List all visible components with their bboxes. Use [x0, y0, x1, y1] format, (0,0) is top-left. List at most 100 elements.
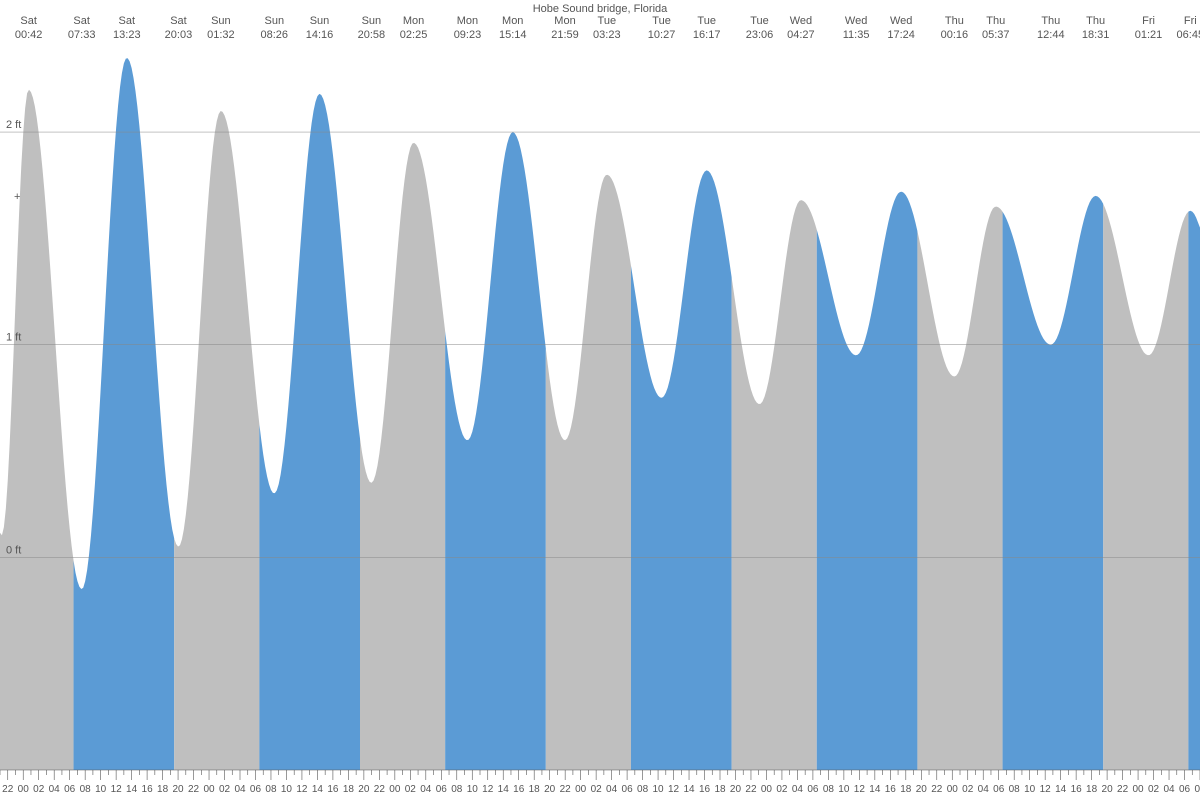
tide-segment [445, 132, 546, 770]
top-label-time: 06:45 [1177, 29, 1200, 41]
x-axis-label: 20 [544, 784, 556, 795]
x-axis-label: 14 [312, 784, 324, 795]
x-axis-label: 18 [343, 784, 355, 795]
x-axis-label: 06 [622, 784, 634, 795]
x-axis-label: 10 [653, 784, 665, 795]
tide-segment [1003, 196, 1104, 770]
top-label-time: 00:16 [941, 29, 969, 41]
x-axis-label: 10 [281, 784, 293, 795]
top-label-day: Sat [119, 15, 136, 27]
top-label-time: 09:23 [454, 29, 482, 41]
x-axis-label: 02 [33, 784, 45, 795]
top-label-day: Fri [1184, 15, 1197, 27]
x-axis-label: 10 [467, 784, 479, 795]
x-axis-label: 20 [173, 784, 185, 795]
top-label-time: 11:35 [843, 29, 870, 41]
top-label-time: 05:37 [982, 29, 1010, 41]
top-label-time: 07:33 [68, 29, 96, 41]
tide-areas [0, 58, 1200, 770]
x-axis-label: 08 [451, 784, 463, 795]
x-axis-label: 08 [265, 784, 277, 795]
top-label-time: 03:23 [593, 29, 621, 41]
x-axis-label: 22 [560, 784, 572, 795]
top-label-day: Tue [598, 15, 617, 27]
x-axis-label: 12 [296, 784, 308, 795]
top-label-time: 20:58 [358, 29, 386, 41]
x-axis-label: 00 [389, 784, 401, 795]
top-label-time: 00:42 [15, 29, 43, 41]
x-axis-label: 22 [2, 784, 14, 795]
tide-segment [1103, 204, 1188, 770]
top-label-day: Fri [1142, 15, 1155, 27]
x-axis-label: 08 [80, 784, 92, 795]
x-axis-label: 20 [358, 784, 370, 795]
x-axis-label: 04 [420, 784, 432, 795]
top-label-day: Sat [73, 15, 90, 27]
x-axis: 2200020406081012141618202200020406081012… [0, 770, 1200, 795]
x-axis-label: 04 [1163, 784, 1175, 795]
x-axis-label: 12 [482, 784, 494, 795]
x-axis-label: 06 [993, 784, 1005, 795]
x-axis-label: 14 [869, 784, 881, 795]
x-axis-label: 08 [1194, 784, 1200, 795]
top-label-day: Tue [697, 15, 716, 27]
top-label-time: 01:32 [207, 29, 235, 41]
x-axis-label: 22 [745, 784, 757, 795]
x-axis-label: 18 [529, 784, 541, 795]
top-label-day: Sat [20, 15, 37, 27]
top-labels: Sat00:42Sat07:33Sat13:23Sat20:03Sun01:32… [15, 15, 1200, 41]
x-axis-label: 20 [1102, 784, 1114, 795]
x-axis-label: 16 [513, 784, 525, 795]
x-axis-label: 02 [776, 784, 788, 795]
x-axis-label: 06 [250, 784, 262, 795]
top-label-day: Sun [265, 15, 285, 27]
x-axis-label: 10 [1024, 784, 1036, 795]
top-label-day: Sun [211, 15, 231, 27]
x-axis-label: 00 [18, 784, 30, 795]
tide-segment [0, 90, 74, 770]
tide-segment [817, 192, 918, 770]
tide-segment [174, 111, 259, 770]
x-axis-label: 22 [931, 784, 943, 795]
x-axis-label: 12 [668, 784, 680, 795]
top-label-day: Sat [170, 15, 187, 27]
x-axis-label: 00 [761, 784, 773, 795]
x-axis-label: 12 [1040, 784, 1052, 795]
x-axis-label: 20 [730, 784, 742, 795]
x-axis-label: 18 [714, 784, 726, 795]
top-label-day: Mon [554, 15, 575, 27]
x-axis-label: 22 [1117, 784, 1129, 795]
top-label-time: 04:27 [787, 29, 815, 41]
top-label-day: Wed [890, 15, 912, 27]
x-axis-label: 14 [683, 784, 695, 795]
tide-segment [732, 200, 817, 770]
x-axis-label: 14 [1055, 784, 1067, 795]
x-axis-label: 06 [64, 784, 76, 795]
top-label-day: Thu [945, 15, 964, 27]
x-axis-label: 08 [823, 784, 835, 795]
top-label-day: Wed [845, 15, 867, 27]
top-label-time: 18:31 [1082, 29, 1110, 41]
x-axis-label: 18 [900, 784, 912, 795]
x-axis-label: 02 [591, 784, 603, 795]
x-axis-label: 18 [1086, 784, 1098, 795]
top-label-time: 23:06 [746, 29, 774, 41]
tide-segment [546, 175, 631, 770]
tide-segment [360, 143, 445, 770]
top-label-time: 17:24 [887, 29, 915, 41]
x-axis-label: 12 [854, 784, 866, 795]
top-label-time: 20:03 [165, 29, 193, 41]
top-label-day: Thu [986, 15, 1005, 27]
top-label-day: Sun [310, 15, 330, 27]
x-axis-label: 08 [637, 784, 649, 795]
x-axis-label: 16 [1071, 784, 1083, 795]
x-axis-label: 10 [838, 784, 850, 795]
top-label-time: 12:44 [1037, 29, 1065, 41]
top-label-day: Thu [1086, 15, 1105, 27]
x-axis-label: 10 [95, 784, 107, 795]
chart-svg: 0 ft1 ft2 ft+Hobe Sound bridge, FloridaS… [0, 0, 1200, 800]
x-axis-label: 16 [885, 784, 897, 795]
tide-segment [1188, 211, 1200, 770]
x-axis-label: 16 [699, 784, 711, 795]
x-axis-label: 04 [49, 784, 61, 795]
